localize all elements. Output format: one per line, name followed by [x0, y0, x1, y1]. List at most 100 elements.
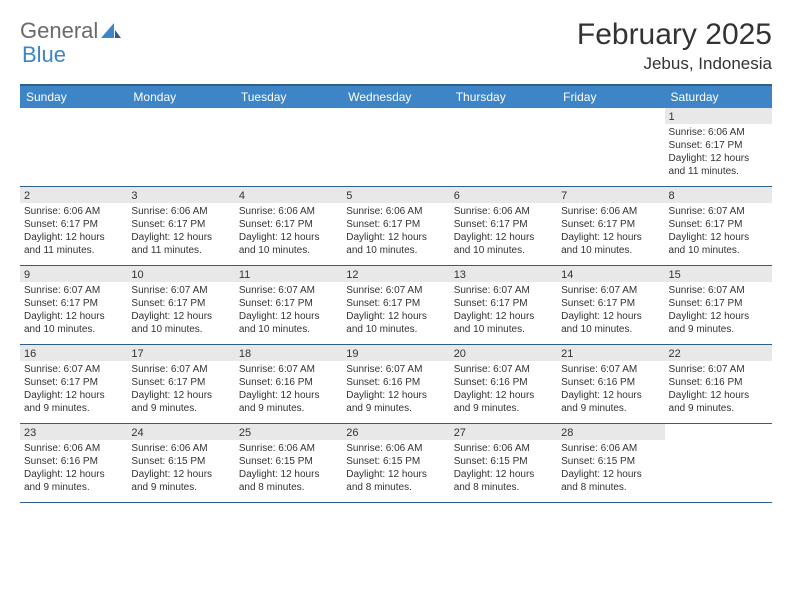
day-cell: 8Sunrise: 6:07 AMSunset: 6:17 PMDaylight… — [665, 187, 772, 265]
day-header-saturday: Saturday — [665, 86, 772, 108]
day-number: 21 — [557, 345, 664, 361]
sunrise-text: Sunrise: 6:06 AM — [131, 205, 230, 218]
logo-word2: Blue — [22, 42, 66, 68]
day-body: Sunrise: 6:07 AMSunset: 6:16 PMDaylight:… — [342, 361, 449, 419]
day-body: Sunrise: 6:06 AMSunset: 6:15 PMDaylight:… — [450, 440, 557, 498]
daylight-text: Daylight: 12 hours and 9 minutes. — [131, 389, 230, 415]
day-cell: 9Sunrise: 6:07 AMSunset: 6:17 PMDaylight… — [20, 266, 127, 344]
daylight-text: Daylight: 12 hours and 10 minutes. — [561, 310, 660, 336]
day-body: Sunrise: 6:07 AMSunset: 6:17 PMDaylight:… — [665, 282, 772, 340]
day-cell: 5Sunrise: 6:06 AMSunset: 6:17 PMDaylight… — [342, 187, 449, 265]
sunrise-text: Sunrise: 6:07 AM — [131, 363, 230, 376]
day-body — [235, 124, 342, 130]
day-body: Sunrise: 6:06 AMSunset: 6:15 PMDaylight:… — [235, 440, 342, 498]
day-cell: 14Sunrise: 6:07 AMSunset: 6:17 PMDayligh… — [557, 266, 664, 344]
sunset-text: Sunset: 6:15 PM — [561, 455, 660, 468]
sunset-text: Sunset: 6:15 PM — [239, 455, 338, 468]
sunrise-text: Sunrise: 6:07 AM — [24, 284, 123, 297]
day-cell: 28Sunrise: 6:06 AMSunset: 6:15 PMDayligh… — [557, 424, 664, 502]
day-header-monday: Monday — [127, 86, 234, 108]
day-number: 25 — [235, 424, 342, 440]
week-row: 1Sunrise: 6:06 AMSunset: 6:17 PMDaylight… — [20, 108, 772, 187]
day-number: 28 — [557, 424, 664, 440]
sunset-text: Sunset: 6:17 PM — [346, 218, 445, 231]
day-body: Sunrise: 6:07 AMSunset: 6:17 PMDaylight:… — [557, 282, 664, 340]
sunrise-text: Sunrise: 6:06 AM — [454, 442, 553, 455]
sunset-text: Sunset: 6:17 PM — [239, 297, 338, 310]
day-number: 26 — [342, 424, 449, 440]
sunset-text: Sunset: 6:17 PM — [454, 297, 553, 310]
daylight-text: Daylight: 12 hours and 9 minutes. — [24, 389, 123, 415]
sunrise-text: Sunrise: 6:06 AM — [239, 205, 338, 218]
daylight-text: Daylight: 12 hours and 10 minutes. — [454, 310, 553, 336]
daylight-text: Daylight: 12 hours and 10 minutes. — [454, 231, 553, 257]
day-body — [127, 124, 234, 130]
day-body: Sunrise: 6:07 AMSunset: 6:16 PMDaylight:… — [235, 361, 342, 419]
sunset-text: Sunset: 6:17 PM — [561, 297, 660, 310]
day-body: Sunrise: 6:07 AMSunset: 6:17 PMDaylight:… — [342, 282, 449, 340]
week-row: 2Sunrise: 6:06 AMSunset: 6:17 PMDaylight… — [20, 187, 772, 266]
day-number: 4 — [235, 187, 342, 203]
day-body: Sunrise: 6:06 AMSunset: 6:15 PMDaylight:… — [127, 440, 234, 498]
daylight-text: Daylight: 12 hours and 9 minutes. — [131, 468, 230, 494]
daylight-text: Daylight: 12 hours and 9 minutes. — [669, 310, 768, 336]
day-number: 8 — [665, 187, 772, 203]
day-number: 14 — [557, 266, 664, 282]
day-body: Sunrise: 6:06 AMSunset: 6:17 PMDaylight:… — [557, 203, 664, 261]
day-number — [665, 424, 772, 440]
day-body: Sunrise: 6:06 AMSunset: 6:16 PMDaylight:… — [20, 440, 127, 498]
day-cell: 27Sunrise: 6:06 AMSunset: 6:15 PMDayligh… — [450, 424, 557, 502]
calendar: Sunday Monday Tuesday Wednesday Thursday… — [20, 84, 772, 503]
day-number: 22 — [665, 345, 772, 361]
day-cell — [235, 108, 342, 186]
day-cell: 23Sunrise: 6:06 AMSunset: 6:16 PMDayligh… — [20, 424, 127, 502]
sunrise-text: Sunrise: 6:07 AM — [239, 363, 338, 376]
sunrise-text: Sunrise: 6:07 AM — [561, 363, 660, 376]
day-number: 6 — [450, 187, 557, 203]
sunset-text: Sunset: 6:15 PM — [131, 455, 230, 468]
daylight-text: Daylight: 12 hours and 9 minutes. — [454, 389, 553, 415]
sunrise-text: Sunrise: 6:06 AM — [454, 205, 553, 218]
day-body: Sunrise: 6:06 AMSunset: 6:17 PMDaylight:… — [342, 203, 449, 261]
day-cell: 19Sunrise: 6:07 AMSunset: 6:16 PMDayligh… — [342, 345, 449, 423]
sunset-text: Sunset: 6:16 PM — [346, 376, 445, 389]
day-number — [235, 108, 342, 124]
daylight-text: Daylight: 12 hours and 10 minutes. — [346, 231, 445, 257]
day-body: Sunrise: 6:06 AMSunset: 6:17 PMDaylight:… — [235, 203, 342, 261]
day-number: 19 — [342, 345, 449, 361]
day-number: 17 — [127, 345, 234, 361]
sunset-text: Sunset: 6:16 PM — [24, 455, 123, 468]
location: Jebus, Indonesia — [577, 54, 772, 74]
day-cell: 6Sunrise: 6:06 AMSunset: 6:17 PMDaylight… — [450, 187, 557, 265]
daylight-text: Daylight: 12 hours and 9 minutes. — [561, 389, 660, 415]
day-number: 9 — [20, 266, 127, 282]
sunset-text: Sunset: 6:17 PM — [561, 218, 660, 231]
day-cell: 16Sunrise: 6:07 AMSunset: 6:17 PMDayligh… — [20, 345, 127, 423]
daylight-text: Daylight: 12 hours and 9 minutes. — [346, 389, 445, 415]
title-block: February 2025 Jebus, Indonesia — [577, 18, 772, 74]
weeks-container: 1Sunrise: 6:06 AMSunset: 6:17 PMDaylight… — [20, 108, 772, 503]
daylight-text: Daylight: 12 hours and 9 minutes. — [239, 389, 338, 415]
day-number: 3 — [127, 187, 234, 203]
sunset-text: Sunset: 6:17 PM — [24, 376, 123, 389]
day-body — [20, 124, 127, 130]
logo-word1: General — [20, 18, 98, 44]
sunset-text: Sunset: 6:17 PM — [239, 218, 338, 231]
sunrise-text: Sunrise: 6:07 AM — [454, 363, 553, 376]
day-body — [450, 124, 557, 130]
daylight-text: Daylight: 12 hours and 10 minutes. — [239, 310, 338, 336]
day-number: 10 — [127, 266, 234, 282]
day-number: 16 — [20, 345, 127, 361]
sunset-text: Sunset: 6:17 PM — [669, 218, 768, 231]
daylight-text: Daylight: 12 hours and 10 minutes. — [131, 310, 230, 336]
day-cell: 2Sunrise: 6:06 AMSunset: 6:17 PMDaylight… — [20, 187, 127, 265]
logo: General — [20, 18, 122, 44]
sunrise-text: Sunrise: 6:07 AM — [239, 284, 338, 297]
day-body — [342, 124, 449, 130]
sunset-text: Sunset: 6:17 PM — [24, 297, 123, 310]
day-body: Sunrise: 6:07 AMSunset: 6:17 PMDaylight:… — [127, 361, 234, 419]
day-body: Sunrise: 6:06 AMSunset: 6:17 PMDaylight:… — [127, 203, 234, 261]
day-cell: 24Sunrise: 6:06 AMSunset: 6:15 PMDayligh… — [127, 424, 234, 502]
sunrise-text: Sunrise: 6:06 AM — [561, 205, 660, 218]
day-cell: 11Sunrise: 6:07 AMSunset: 6:17 PMDayligh… — [235, 266, 342, 344]
